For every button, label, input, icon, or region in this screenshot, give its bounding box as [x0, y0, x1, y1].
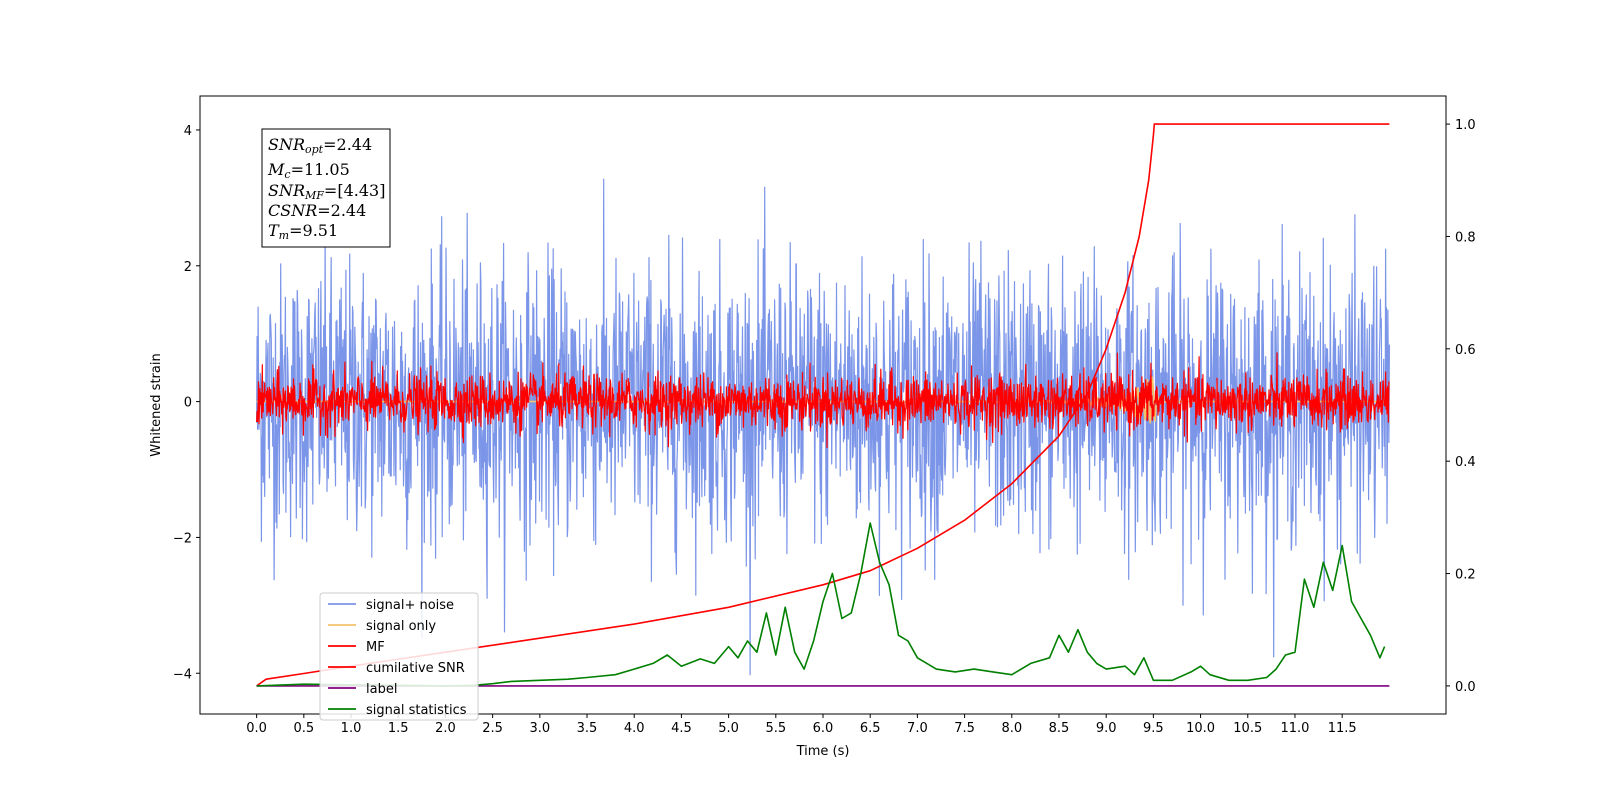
- x-tick-label: 9.5: [1143, 721, 1164, 736]
- annotation-snr-mf: SNRMF=[4.43]: [268, 181, 385, 202]
- x-tick-label: 3.5: [577, 721, 598, 736]
- y-right-tick-label: 0.8: [1455, 230, 1476, 245]
- annotation-box: SNRopt=2.44 Mc=11.05 SNRMF=[4.43] CSNR=2…: [261, 128, 391, 248]
- y-right-tick-label: 0.0: [1455, 680, 1476, 695]
- x-axis-ticks: 0.0 0.5 1.0 1.5 2.0 2.5 3.0 3.5 4.0 4.5 5.0 5.5 6.0 6…: [246, 714, 1357, 736]
- x-tick-label: 10.5: [1233, 721, 1262, 736]
- y-right-tick-label: 0.2: [1455, 568, 1476, 583]
- x-tick-label: 4.5: [671, 721, 692, 736]
- x-tick-label: 3.0: [529, 721, 550, 736]
- x-tick-label: 5.0: [718, 721, 739, 736]
- left-axis-ticks: 4 2 0 −2 −4: [173, 124, 200, 682]
- x-tick-label: 7.0: [907, 721, 928, 736]
- x-tick-label: 10.0: [1186, 721, 1215, 736]
- x-tick-label: 2.5: [482, 721, 503, 736]
- x-axis-label: Time (s): [796, 744, 850, 759]
- annotation-mc: Mc=11.05: [267, 160, 350, 181]
- y-left-tick-label: 0: [184, 396, 192, 411]
- x-tick-label: 1.5: [388, 721, 409, 736]
- y-left-tick-label: −2: [173, 531, 192, 546]
- annotation-tm: Tm=9.51: [268, 221, 338, 242]
- legend-label-signal-only: signal only: [366, 619, 436, 634]
- legend: signal+ noise signal only MF cumilative …: [319, 592, 479, 721]
- x-tick-label: 1.0: [341, 721, 362, 736]
- x-tick-label: 7.5: [954, 721, 975, 736]
- y-left-tick-label: −4: [173, 667, 192, 682]
- legend-frame: [319, 592, 479, 721]
- y-right-tick-label: 1.0: [1455, 118, 1476, 133]
- legend-label-signal-noise: signal+ noise: [366, 598, 454, 613]
- x-tick-label: 0.0: [246, 721, 267, 736]
- legend-label-signal-statistics: signal statistics: [366, 703, 467, 718]
- y-left-tick-label: 4: [184, 124, 192, 139]
- x-tick-label: 6.0: [813, 721, 834, 736]
- legend-label-mf: MF: [366, 640, 385, 655]
- right-axis-ticks: 1.0 0.8 0.6 0.4 0.2 0.0: [1446, 118, 1476, 695]
- annotation-csnr: CSNR=2.44: [268, 201, 366, 220]
- legend-label-cumilative-snr: cumilative SNR: [366, 661, 465, 676]
- x-tick-label: 8.0: [1001, 721, 1022, 736]
- x-tick-label: 9.0: [1096, 721, 1117, 736]
- annotation-snr-opt: SNRopt=2.44: [268, 135, 372, 156]
- x-tick-label: 11.0: [1280, 721, 1309, 736]
- y-left-tick-label: 2: [184, 260, 192, 275]
- legend-label-label: label: [366, 682, 397, 697]
- x-tick-label: 5.5: [765, 721, 786, 736]
- y-right-tick-label: 0.6: [1455, 343, 1476, 358]
- series-signal-statistics: [256, 522, 1386, 687]
- y-right-tick-label: 0.4: [1455, 455, 1476, 470]
- y-axis-label: Whitened strain: [149, 353, 164, 456]
- annotation-frame: [261, 128, 391, 248]
- x-tick-label: 4.0: [624, 721, 645, 736]
- x-tick-label: 6.5: [860, 721, 881, 736]
- x-tick-label: 2.0: [435, 721, 456, 736]
- x-tick-label: 0.5: [293, 721, 314, 736]
- x-tick-label: 8.5: [1049, 721, 1070, 736]
- x-tick-label: 11.5: [1328, 721, 1357, 736]
- series-mf: [256, 352, 1390, 449]
